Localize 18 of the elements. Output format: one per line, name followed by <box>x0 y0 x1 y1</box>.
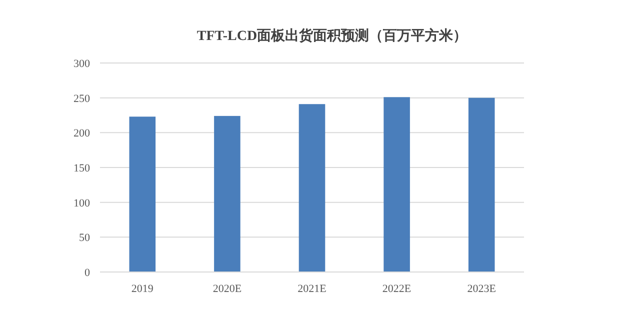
y-tick-label: 200 <box>74 128 90 140</box>
x-tick-label: 2021E <box>298 283 327 295</box>
y-tick-label: 250 <box>74 92 90 105</box>
y-tick-label: 300 <box>74 58 90 70</box>
y-tick-label: 100 <box>74 197 90 210</box>
chart-title: TFT-LCD面板出货面积预测（百万平方米） <box>196 27 468 44</box>
x-tick-label: 2020E <box>212 283 242 295</box>
y-tick-label: 150 <box>74 162 90 174</box>
x-tick-label: 2019 <box>131 283 154 295</box>
bar <box>129 116 156 272</box>
bar <box>384 97 410 272</box>
x-tick-label: 2023E <box>467 283 496 295</box>
y-tick-label: 0 <box>84 267 90 279</box>
bar <box>214 116 240 272</box>
x-tick-label: 2022E <box>382 283 412 295</box>
bar <box>298 104 326 272</box>
bar <box>468 98 495 272</box>
y-tick-label: 50 <box>79 232 90 244</box>
